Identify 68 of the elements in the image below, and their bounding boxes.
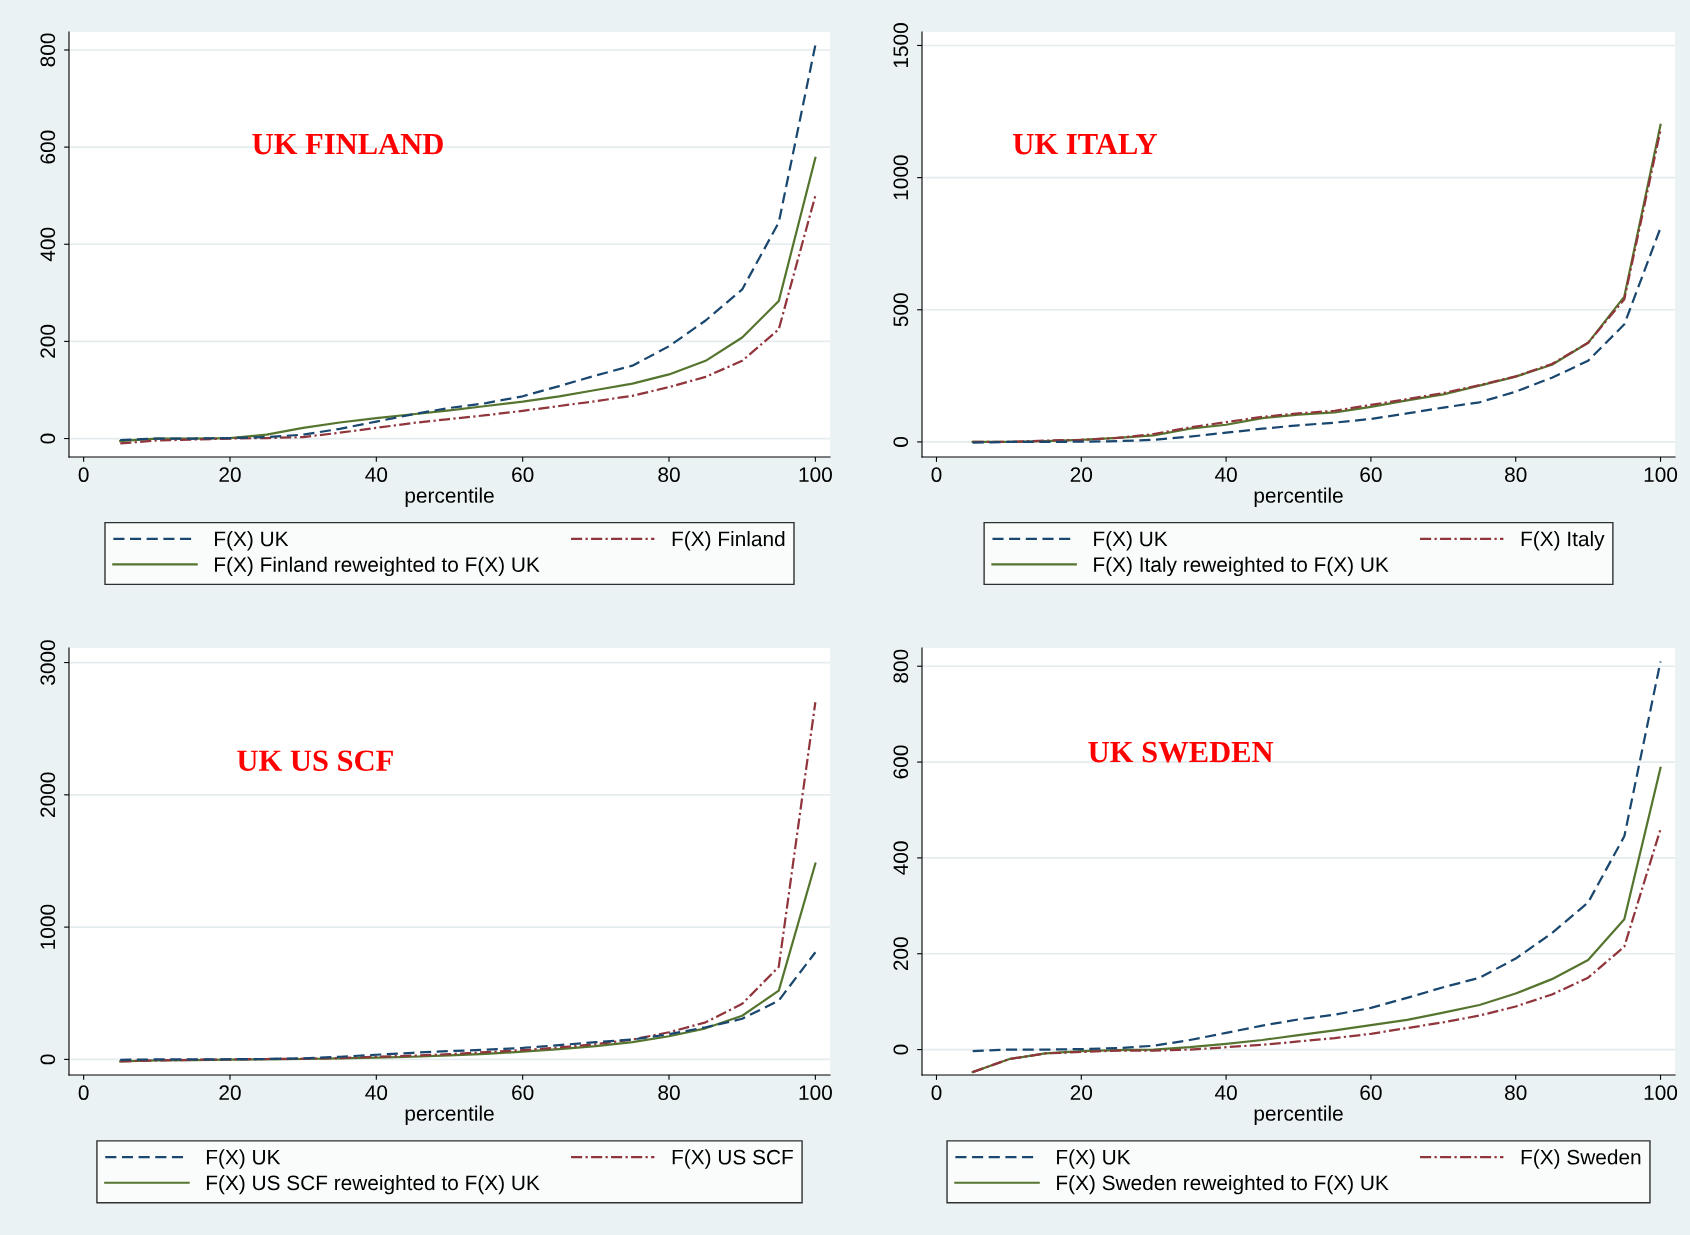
y-tick-label: 0 [893,436,909,447]
y-tick-label: 3000 [40,640,56,685]
y-tick-label: 1000 [40,904,56,949]
line-series [119,701,817,1063]
x-tick-label: 20 [1070,1085,1093,1101]
y-tick-label: 400 [893,841,909,875]
y-tick-label: 0 [40,433,56,444]
annotation: UK ITALY [1013,133,1157,155]
legend-label: F(X) UK [1057,1149,1131,1169]
x-tick-label: 60 [512,467,534,483]
x-tick-label: 80 [658,467,680,483]
y-tick-label: 600 [893,745,909,779]
legend-label: F(X) Finland [672,531,785,551]
x-axis-title: percentile [1254,487,1343,507]
x-axis-title: percentile [405,1105,494,1125]
x-tick-label: 60 [1360,467,1382,483]
y-tick-label: 200 [40,324,56,358]
line-series [119,44,817,442]
x-tick-label: 100 [1644,1085,1678,1101]
line-series [119,951,817,1061]
x-tick-label: 20 [1070,467,1093,483]
y-tick-label: 200 [893,937,909,971]
x-tick-label: 60 [1360,1085,1382,1101]
x-axis-title: percentile [405,487,494,507]
y-tick-label: 0 [40,1054,56,1065]
x-tick-label: 40 [365,467,388,483]
y-tick-label: 400 [40,227,56,262]
x-tick-label: 80 [1505,467,1527,483]
annotation: UK US SCF [237,750,393,771]
y-tick-label: 500 [893,293,909,327]
y-tick-label: 1500 [893,23,909,68]
line-series [971,766,1662,1074]
legend-label: F(X) Italy [1521,531,1605,551]
y-tick-label: 1000 [893,155,909,200]
x-tick-label: 0 [78,1085,89,1101]
y-tick-label: 800 [40,33,56,67]
line-series [971,828,1662,1074]
x-tick-label: 80 [1505,1085,1527,1101]
y-tick-label: 800 [893,649,909,683]
x-tick-label: 0 [931,1085,942,1101]
y-tick-label: 0 [893,1044,909,1055]
line-series [971,660,1662,1053]
legend-label: F(X) UK [206,1149,281,1169]
legend-label: F(X) UK [215,531,289,551]
x-tick-label: 40 [365,1085,388,1101]
x-tick-label: 20 [219,467,241,483]
x-tick-label: 40 [1214,1085,1237,1101]
x-tick-label: 80 [658,1085,680,1101]
x-tick-label: 0 [78,467,89,483]
x-tick-label: 0 [931,467,942,483]
x-tick-label: 100 [1644,467,1678,483]
legend-label: F(X) UK [1094,531,1168,551]
x-tick-label: 100 [799,1085,832,1101]
annotation: UK SWEDEN [1088,741,1274,763]
legend-label: F(X) Finland reweighted to F(X) UK [215,556,540,577]
legend-label: F(X) Italy reweighted to F(X) UK [1094,556,1389,577]
legend-label: F(X) Sweden reweighted to F(X) UK [1057,1174,1389,1195]
x-tick-label: 20 [219,1085,241,1101]
x-tick-label: 60 [512,1085,534,1101]
legend-label: F(X) Sweden [1521,1149,1641,1169]
x-tick-label: 40 [1214,467,1237,483]
y-tick-label: 2000 [40,772,56,817]
legend-label: F(X) US SCF [672,1149,793,1169]
x-axis-title: percentile [1254,1105,1343,1125]
y-tick-label: 600 [40,130,56,164]
legend-label: F(X) US SCF reweighted to F(X) UK [206,1174,540,1195]
annotation: UK FINLAND [252,133,443,155]
x-tick-label: 100 [799,467,832,483]
